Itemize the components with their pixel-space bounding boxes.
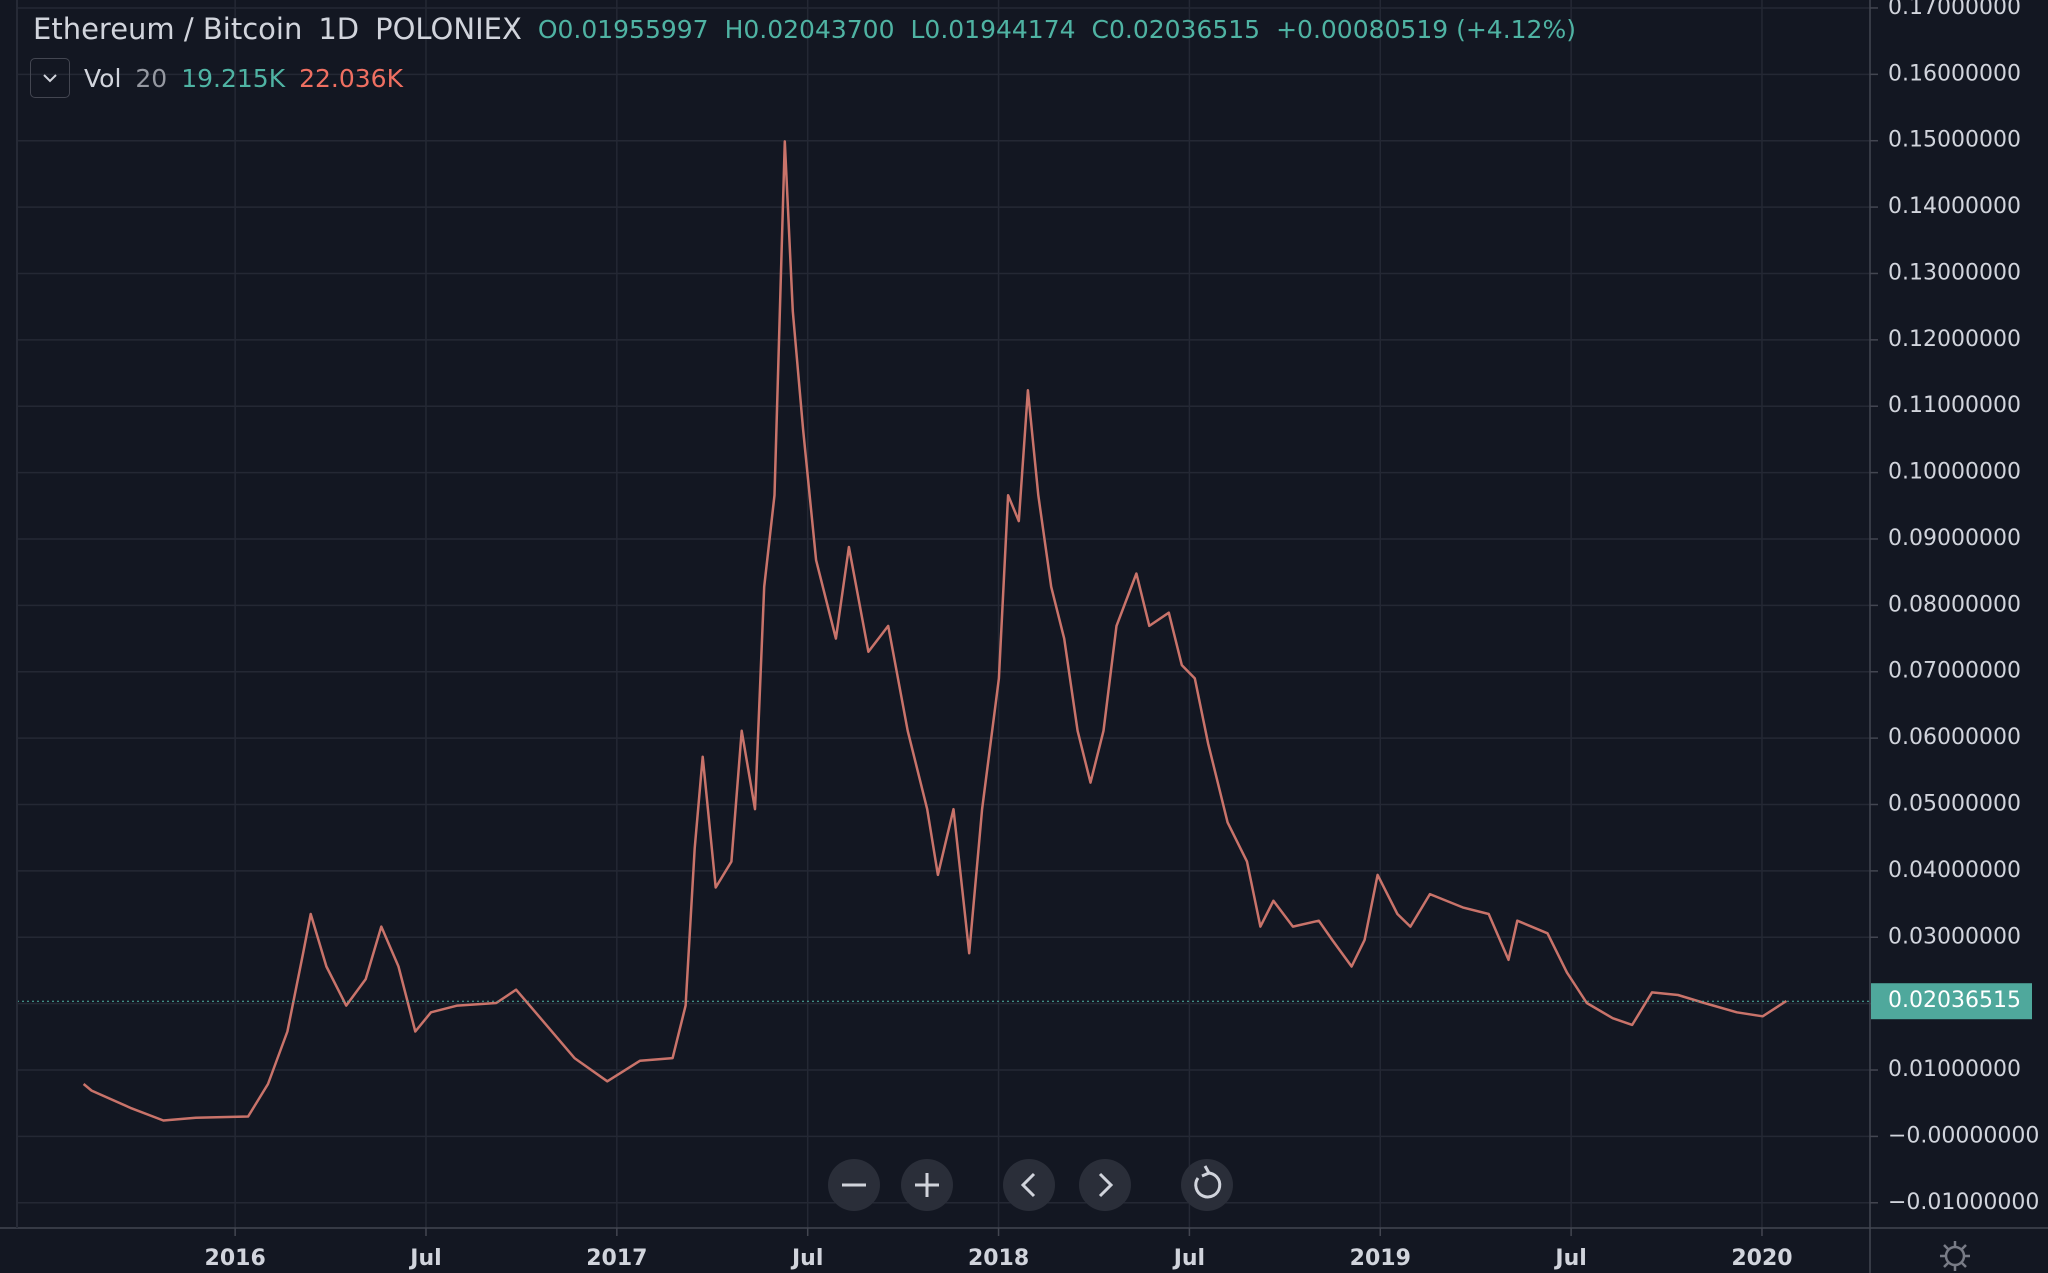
- y-tick-label: −0.01000000: [1888, 1190, 2039, 1215]
- y-tick-label: 0.01000000: [1888, 1057, 2021, 1082]
- y-tick-label: 0.17000000: [1888, 0, 2021, 20]
- high: H0.02043700: [724, 14, 895, 44]
- y-tick-label: 0.06000000: [1888, 725, 2021, 750]
- reset-button[interactable]: [1181, 1159, 1233, 1211]
- chevron: [43, 74, 57, 83]
- change: +0.00080519 (+4.12%): [1276, 14, 1576, 44]
- close: C0.02036515: [1091, 14, 1261, 44]
- y-tick-label: 0.05000000: [1888, 792, 2021, 817]
- x-tick-label: 2017: [586, 1246, 647, 1271]
- y-tick-label: 0.13000000: [1888, 260, 2021, 285]
- y-tick-label: 0.09000000: [1888, 526, 2021, 551]
- x-tick-label: Jul: [1172, 1246, 1205, 1271]
- x-tick-label: 2020: [1731, 1246, 1792, 1271]
- marks: [17, 140, 1870, 1122]
- last-price-label: 0.02036515: [1888, 988, 2021, 1013]
- zoom-in-button[interactable]: [901, 1159, 953, 1211]
- last-price-box: [1871, 983, 2032, 1020]
- volume-ma: 22.036K: [299, 63, 403, 93]
- y-tick-label: 0.03000000: [1888, 924, 2021, 949]
- y-tick-label: 0.16000000: [1888, 61, 2021, 86]
- zoom-controls: [828, 1159, 1233, 1211]
- y-tick-label: 0.14000000: [1888, 194, 2021, 219]
- exchange: POLONIEX: [375, 12, 522, 46]
- y-tick-label: 0.08000000: [1888, 592, 2021, 617]
- low: L0.01944174: [910, 14, 1076, 44]
- grid: [17, 0, 1870, 1228]
- y-tick-label: 0.10000000: [1888, 460, 2021, 485]
- symbol: Ethereum / Bitcoin: [33, 12, 303, 46]
- x-tick-label: 2019: [1350, 1246, 1411, 1271]
- x-tick-label: 2016: [205, 1246, 266, 1271]
- x-tick-label: Jul: [1553, 1246, 1586, 1271]
- zoom-out-button[interactable]: [828, 1159, 880, 1211]
- y-tick-label: −0.00000000: [1888, 1123, 2039, 1148]
- volume-length: 20: [135, 63, 168, 93]
- price-line: [82, 140, 1788, 1122]
- x-tick-label: 2018: [968, 1246, 1029, 1271]
- interval: 1D: [318, 12, 360, 46]
- y-tick-label: 0.04000000: [1888, 858, 2021, 883]
- open: O0.01955997: [537, 14, 709, 44]
- x-tick-label: Jul: [408, 1246, 441, 1271]
- y-tick-label: 0.12000000: [1888, 327, 2021, 352]
- axes: −0.01000000−0.000000000.010000000.020000…: [205, 0, 2040, 1271]
- volume-name: Vol: [84, 63, 122, 93]
- x-tick-label: Jul: [790, 1246, 823, 1271]
- scroll-left-button[interactable]: [1003, 1159, 1055, 1211]
- collapse-button[interactable]: [30, 58, 70, 98]
- scroll-right-button[interactable]: [1079, 1159, 1131, 1211]
- y-tick-label: 0.15000000: [1888, 128, 2021, 153]
- y-tick-label: 0.07000000: [1888, 659, 2021, 684]
- volume-value: 19.215K: [181, 63, 286, 93]
- volume-legend: Vol 20 19.215K 22.036K: [30, 58, 403, 98]
- header: Ethereum / Bitcoin 1D POLONIEX O0.019559…: [33, 12, 1576, 46]
- settings-icon[interactable]: [1940, 1241, 1970, 1271]
- y-tick-label: 0.11000000: [1888, 393, 2021, 418]
